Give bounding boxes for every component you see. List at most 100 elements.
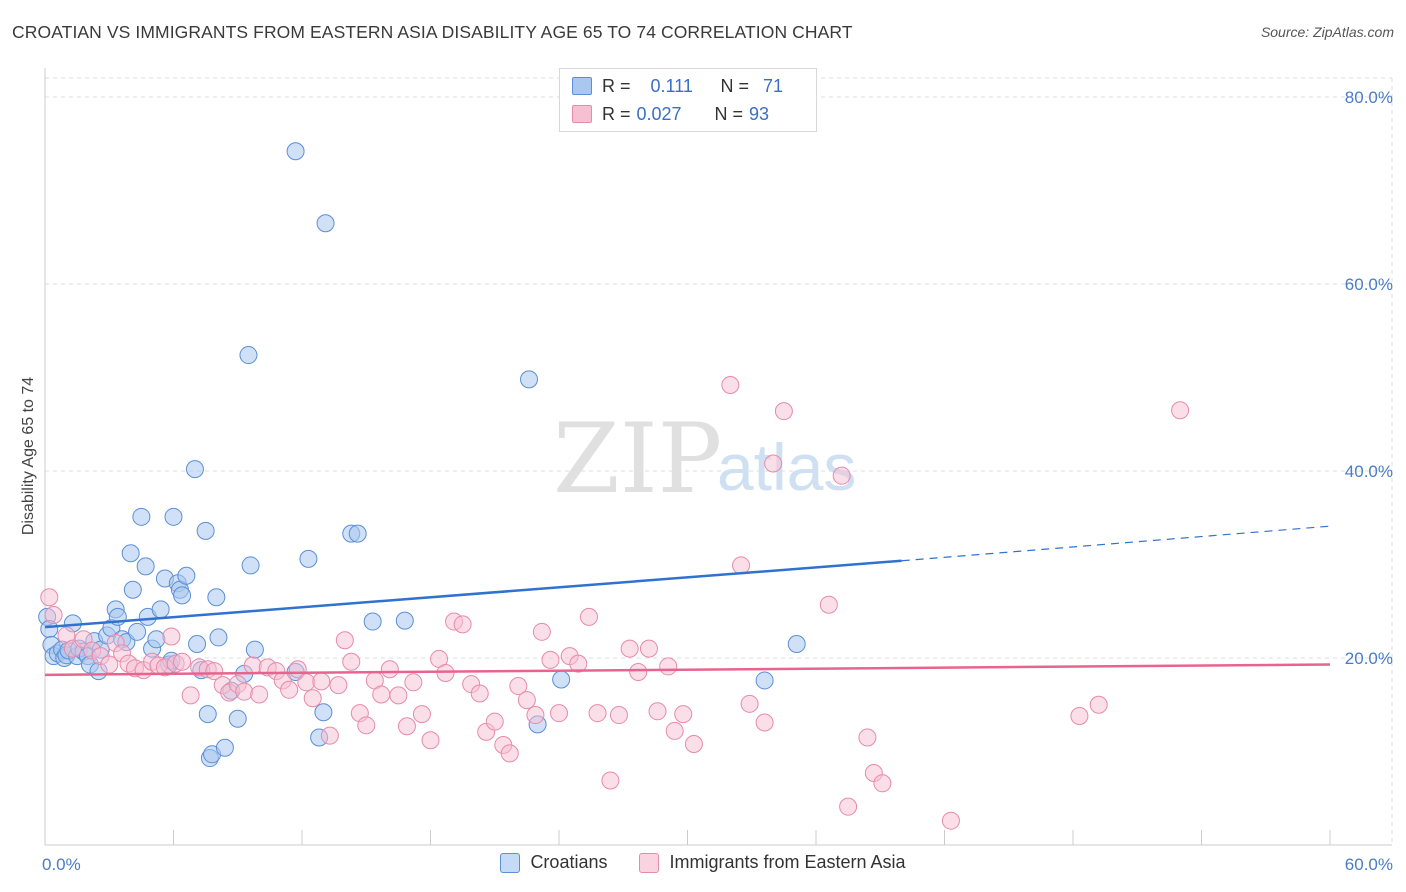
data-point-immigrants	[517, 691, 536, 710]
data-point-immigrants	[774, 402, 793, 421]
data-point-immigrants	[372, 685, 391, 704]
data-point-croatians	[188, 634, 207, 653]
axes	[44, 68, 1392, 846]
legend-row-immigrants: R = 0.027 N = 93	[572, 101, 769, 127]
data-point-croatians	[755, 671, 774, 690]
legend-swatch-blue	[500, 852, 521, 873]
data-point-immigrants	[684, 735, 703, 754]
data-point-immigrants	[404, 673, 423, 692]
data-point-immigrants	[550, 704, 568, 723]
data-point-immigrants	[659, 657, 678, 676]
data-point-immigrants	[312, 672, 331, 691]
data-point-croatians	[151, 600, 170, 619]
data-point-croatians	[395, 611, 414, 630]
data-point-immigrants	[579, 607, 598, 626]
data-point-immigrants	[397, 717, 416, 736]
data-point-croatians	[198, 705, 217, 724]
data-point-croatians	[123, 580, 142, 599]
data-point-immigrants	[162, 627, 181, 646]
data-point-immigrants	[819, 595, 838, 614]
data-point-croatians	[128, 622, 147, 641]
series-immigrants-points	[40, 375, 1190, 830]
legend-item-immigrants: Immigrants from Eastern Asia	[639, 852, 906, 873]
trend-line-croatians	[44, 559, 902, 629]
data-point-immigrants	[412, 705, 431, 724]
y-tick-labels: 20.0% 40.0% 60.0% 80.0%	[1345, 88, 1393, 668]
data-point-immigrants	[839, 797, 858, 816]
data-point-immigrants	[470, 684, 489, 703]
data-point-immigrants	[205, 662, 224, 681]
data-point-immigrants	[665, 721, 684, 740]
data-point-croatians	[245, 640, 264, 659]
x-tick-labels: 0.0% 60.0%	[42, 855, 1393, 874]
legend-n-label: N =	[720, 75, 750, 96]
data-point-immigrants	[380, 660, 399, 679]
data-point-croatians	[228, 709, 247, 728]
data-point-immigrants	[1070, 706, 1089, 725]
y-tick-label: 40.0%	[1345, 462, 1393, 481]
data-point-immigrants	[620, 639, 639, 658]
data-point-croatians	[316, 214, 335, 233]
data-point-immigrants	[873, 774, 892, 793]
chart-source: Source: ZipAtlas.com	[1260, 24, 1394, 40]
watermark: ZIP atlas	[553, 403, 856, 515]
data-point-immigrants	[235, 682, 254, 701]
legend-r-label: R =	[602, 75, 631, 96]
data-point-croatians	[552, 670, 571, 689]
data-point-immigrants	[858, 728, 877, 747]
data-point-immigrants	[509, 677, 528, 696]
y-tick-label: 80.0%	[1345, 88, 1393, 107]
data-point-immigrants	[320, 726, 339, 745]
data-point-croatians	[207, 588, 226, 607]
data-point-immigrants	[44, 605, 63, 624]
data-point-immigrants	[601, 771, 620, 790]
legend-label-croatians: Croatians	[530, 852, 608, 872]
data-point-immigrants	[40, 588, 59, 607]
data-point-immigrants	[100, 655, 119, 674]
data-point-croatians	[132, 507, 151, 526]
data-point-immigrants	[732, 556, 751, 575]
data-point-immigrants	[421, 731, 440, 750]
trend-lines	[44, 525, 1331, 677]
data-point-immigrants	[648, 702, 667, 721]
data-point-croatians	[121, 544, 140, 563]
legend-n-value: 71	[763, 75, 784, 96]
data-point-immigrants	[639, 639, 658, 658]
data-point-immigrants	[569, 654, 588, 673]
data-point-immigrants	[609, 706, 628, 725]
data-point-immigrants	[181, 686, 200, 705]
data-point-croatians	[136, 557, 155, 576]
data-point-immigrants	[173, 652, 192, 671]
data-point-immigrants	[335, 631, 354, 650]
data-point-croatians	[241, 556, 260, 575]
x-tick-label: 0.0%	[42, 855, 81, 874]
data-point-immigrants	[342, 652, 361, 671]
watermark-atlas: atlas	[717, 430, 856, 504]
data-point-croatians	[209, 628, 228, 647]
data-point-croatians	[196, 521, 215, 540]
data-point-immigrants	[297, 673, 316, 692]
data-point-immigrants	[764, 454, 783, 473]
data-point-immigrants	[1171, 401, 1190, 420]
y-tick-label: 20.0%	[1345, 649, 1393, 668]
data-point-croatians	[177, 566, 196, 585]
data-point-croatians	[173, 586, 192, 605]
legend-swatch-pink	[639, 852, 660, 873]
data-point-immigrants	[280, 680, 299, 699]
legend-item-croatians: Croatians	[500, 852, 607, 873]
chart-title: CROATIAN VS IMMIGRANTS FROM EASTERN ASIA…	[12, 22, 853, 42]
legend-r-label: R =	[602, 103, 631, 124]
data-point-immigrants	[389, 686, 408, 705]
data-point-croatians	[239, 346, 258, 365]
legend-r-value: 0.027	[636, 103, 682, 124]
legend-r-value: 0.111	[650, 75, 693, 96]
data-point-croatians	[215, 738, 234, 757]
data-point-croatians	[185, 460, 204, 479]
data-point-croatians	[147, 630, 166, 649]
data-point-croatians	[164, 507, 183, 526]
stats-legend: R = 0.111 N = 71 R = 0.027 N = 93	[559, 68, 817, 132]
series-legend: Croatians Immigrants from Eastern Asia	[0, 852, 1406, 873]
data-point-croatians	[314, 703, 333, 722]
data-point-croatians	[520, 370, 539, 389]
data-point-croatians	[363, 612, 382, 631]
